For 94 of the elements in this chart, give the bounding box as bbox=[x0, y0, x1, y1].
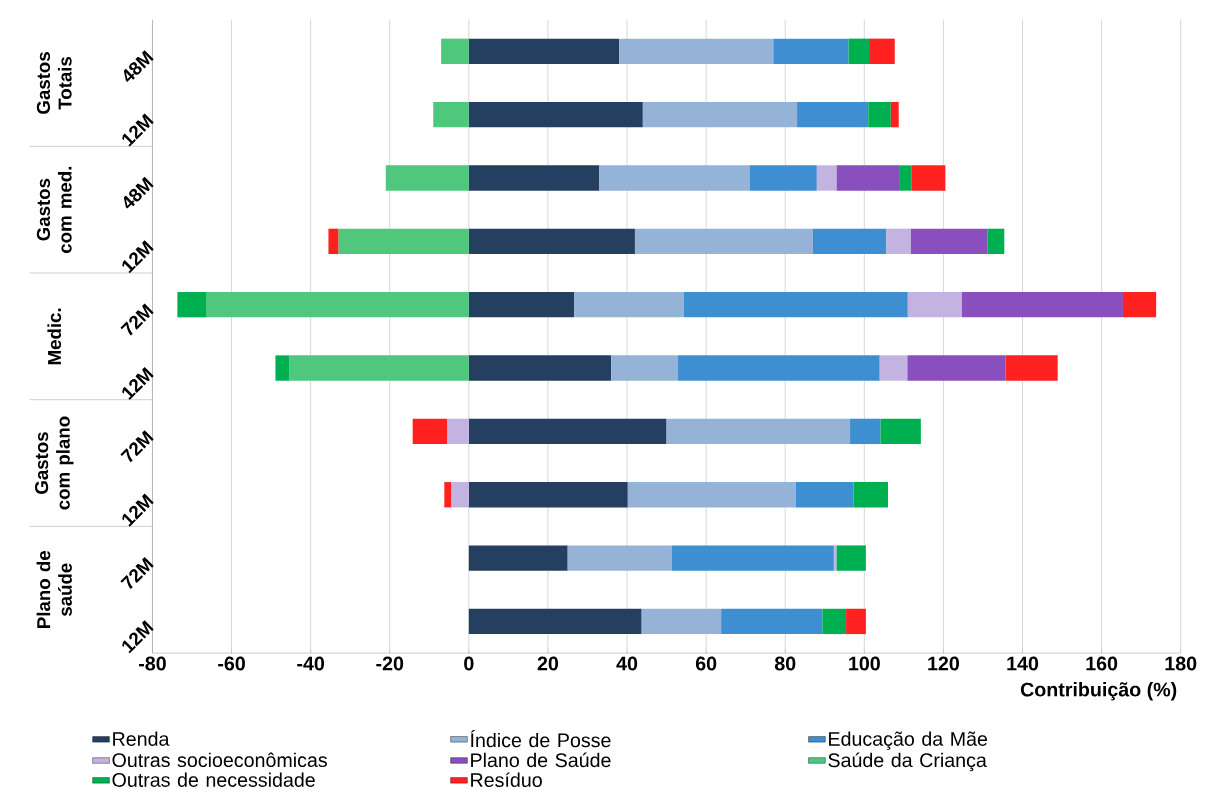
bar bbox=[850, 418, 881, 444]
text: Medic. bbox=[47, 308, 62, 365]
x-tick-label: 0 bbox=[464, 656, 474, 671]
x-tick-label: 80 bbox=[774, 656, 796, 671]
bar bbox=[177, 291, 207, 318]
bar bbox=[641, 608, 722, 634]
legend-label: Outras de necessidade bbox=[112, 772, 315, 787]
legend-label: Renda bbox=[113, 731, 170, 746]
bar bbox=[619, 38, 774, 64]
bar bbox=[611, 355, 679, 381]
x-tick-label: 20 bbox=[537, 656, 559, 671]
x-tick-label: 100 bbox=[849, 656, 880, 671]
bar bbox=[468, 355, 612, 381]
x-tick-label: 140 bbox=[1007, 656, 1039, 671]
x-tick-label: -20 bbox=[376, 656, 404, 671]
bar bbox=[678, 355, 880, 381]
bar bbox=[910, 228, 988, 254]
x-tick-label: 120 bbox=[928, 656, 959, 671]
bar bbox=[289, 355, 469, 381]
legend-label: Outras socioeconômicas bbox=[112, 752, 327, 767]
x-tick-label: 160 bbox=[1086, 656, 1118, 671]
bar bbox=[795, 481, 854, 508]
bar bbox=[797, 101, 869, 128]
bar bbox=[1122, 291, 1157, 318]
bar bbox=[907, 355, 1006, 381]
bar bbox=[468, 228, 635, 254]
bar bbox=[468, 545, 568, 571]
bar bbox=[385, 165, 469, 191]
bar bbox=[853, 481, 889, 508]
bar bbox=[899, 165, 912, 191]
x-tick-label: -60 bbox=[218, 656, 245, 671]
bar bbox=[634, 228, 813, 254]
legend-label: Índice de Posse bbox=[470, 729, 611, 748]
bar bbox=[683, 291, 908, 318]
bar bbox=[836, 165, 900, 191]
bar bbox=[890, 101, 899, 128]
bar bbox=[468, 101, 643, 128]
x-tick-label: 180 bbox=[1165, 656, 1197, 671]
bar bbox=[868, 101, 891, 128]
x-tick-label: -40 bbox=[297, 656, 325, 671]
bar bbox=[879, 355, 908, 381]
bar bbox=[833, 545, 837, 571]
bar bbox=[574, 291, 684, 318]
bar bbox=[812, 228, 887, 254]
x-tick-label: -80 bbox=[139, 656, 166, 671]
bar bbox=[451, 481, 469, 508]
bar bbox=[1005, 355, 1058, 381]
bar bbox=[666, 418, 851, 444]
bar bbox=[987, 228, 1005, 254]
bar bbox=[880, 418, 921, 444]
bar bbox=[567, 545, 672, 571]
bar bbox=[749, 165, 817, 191]
text: Gastos com med. bbox=[36, 166, 72, 253]
text: Gastos Totais bbox=[36, 51, 72, 114]
legend-label: Plano de Saúde bbox=[471, 752, 611, 768]
bar bbox=[886, 228, 911, 254]
text: Plano de saúde bbox=[36, 550, 72, 628]
x-tick-label: 40 bbox=[616, 656, 638, 671]
bar bbox=[468, 291, 575, 318]
legend-label: Educação da Mãe bbox=[829, 731, 988, 750]
legend-label: Saúde da Criança bbox=[828, 752, 987, 771]
bar bbox=[907, 291, 962, 318]
bar bbox=[911, 165, 946, 191]
bar bbox=[468, 418, 667, 444]
bar bbox=[433, 101, 469, 128]
bar bbox=[846, 608, 866, 634]
bar bbox=[848, 38, 870, 64]
bar bbox=[773, 38, 849, 64]
bar bbox=[468, 165, 600, 191]
bar bbox=[338, 228, 469, 254]
bar bbox=[328, 228, 339, 254]
bar bbox=[822, 608, 847, 634]
bar bbox=[627, 481, 796, 508]
bar bbox=[447, 418, 469, 444]
bar bbox=[961, 291, 1123, 318]
bar bbox=[721, 608, 823, 634]
bar bbox=[412, 418, 448, 444]
text: Gastos com plano bbox=[34, 416, 74, 510]
x-axis-title: Contribuição (%) bbox=[1020, 681, 1177, 701]
bar bbox=[642, 101, 798, 128]
bar bbox=[468, 481, 628, 508]
bar bbox=[816, 165, 837, 191]
bar bbox=[869, 38, 895, 64]
bar bbox=[468, 608, 642, 634]
bar bbox=[275, 355, 290, 381]
bar bbox=[468, 38, 620, 64]
bar bbox=[599, 165, 750, 191]
x-tick-label: 60 bbox=[695, 656, 717, 671]
bar bbox=[671, 545, 834, 571]
bar bbox=[441, 38, 469, 64]
legend-label: Resíduo bbox=[471, 772, 542, 787]
bar bbox=[836, 545, 866, 571]
bar bbox=[444, 481, 452, 508]
bar bbox=[206, 291, 469, 318]
